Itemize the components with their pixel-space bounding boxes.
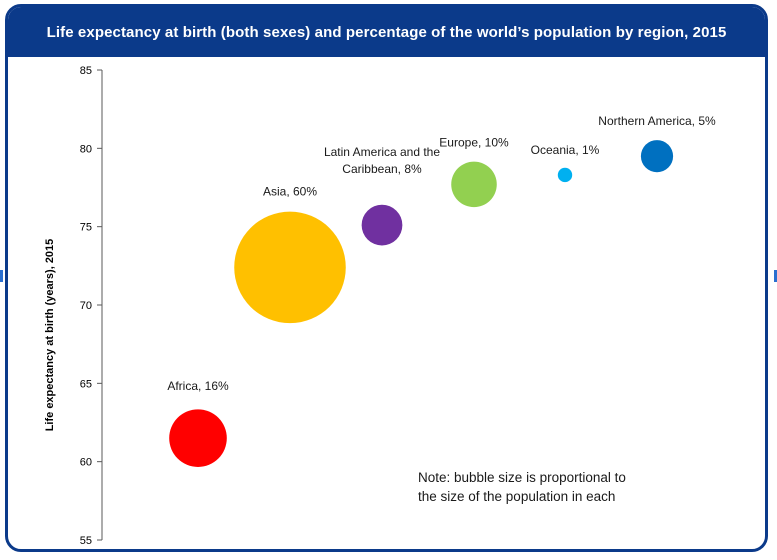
bubble-label-northern-america: Northern America, 5% bbox=[598, 114, 716, 128]
bubble-latin-america-and-the-caribbean bbox=[361, 204, 403, 246]
bubble-label-oceania: Oceania, 1% bbox=[531, 143, 600, 157]
y-tick-label: 55 bbox=[80, 535, 92, 547]
bubble-asia bbox=[234, 211, 346, 324]
right-edge-marker bbox=[774, 270, 777, 282]
y-tick-label: 60 bbox=[80, 457, 92, 469]
chart-frame: Life expectancy at birth (both sexes) an… bbox=[5, 4, 768, 552]
chart-note: the size of the population in each bbox=[418, 489, 615, 504]
bubble-label-africa: Africa, 16% bbox=[167, 379, 229, 393]
bubble-europe bbox=[451, 161, 497, 208]
y-tick-label: 85 bbox=[80, 65, 92, 77]
y-tick-label: 80 bbox=[80, 143, 92, 155]
chart-title: Life expectancy at birth (both sexes) an… bbox=[8, 7, 765, 57]
bubble-oceania bbox=[557, 167, 573, 183]
chart-note: Note: bubble size is proportional to bbox=[418, 470, 626, 485]
bubble-label-asia: Asia, 60% bbox=[263, 184, 317, 198]
bubble-northern-america bbox=[640, 140, 674, 173]
bubble-label-latin-america-and-the-caribbean: Caribbean, 8% bbox=[342, 162, 422, 176]
left-edge-marker bbox=[0, 270, 3, 282]
bubble-label-latin-america-and-the-caribbean: Latin America and the bbox=[324, 145, 440, 159]
y-tick-label: 75 bbox=[80, 222, 92, 234]
bubble-africa bbox=[169, 409, 227, 467]
y-axis-title: Life expectancy at birth (years), 2015 bbox=[44, 239, 56, 432]
y-tick-label: 70 bbox=[80, 300, 92, 312]
bubble-label-europe: Europe, 10% bbox=[439, 135, 509, 149]
y-tick-label: 65 bbox=[80, 378, 92, 390]
